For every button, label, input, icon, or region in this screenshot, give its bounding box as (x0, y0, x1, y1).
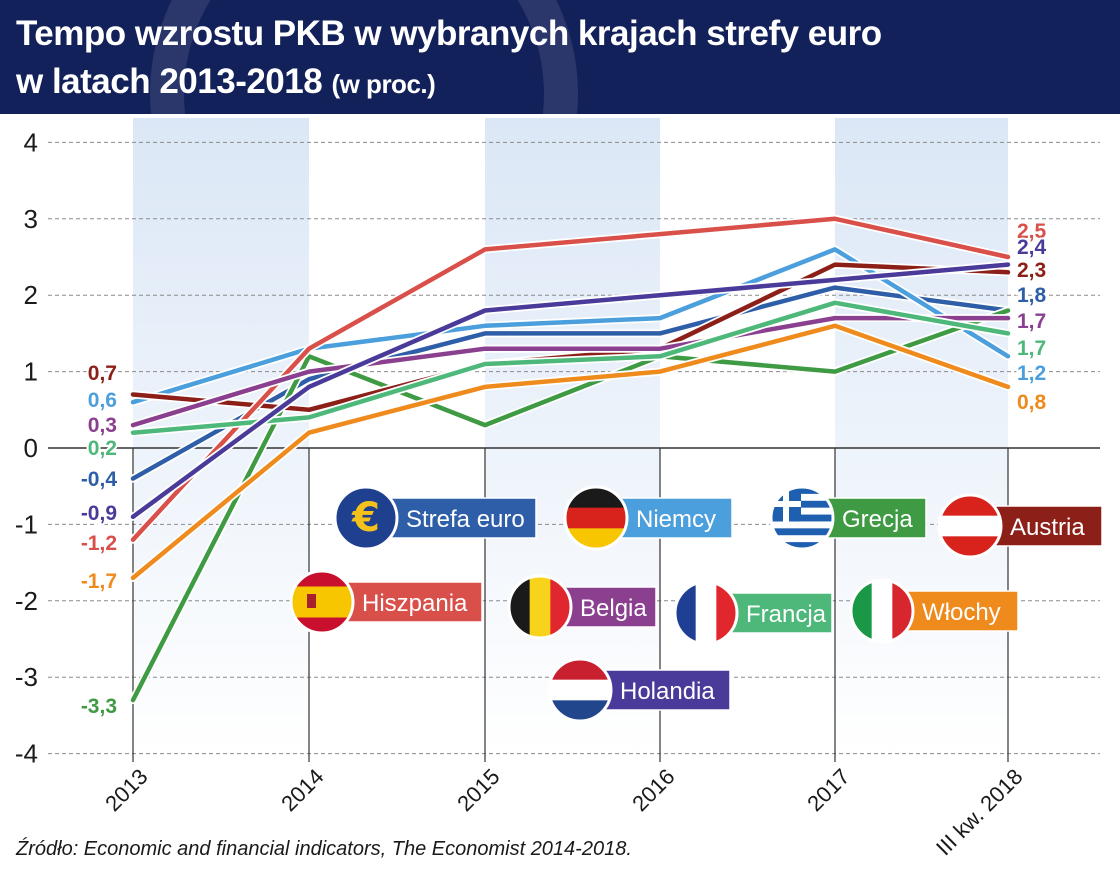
end-value-label: 1,7 (1017, 337, 1046, 360)
series-line-strefa-euro (130, 285, 1011, 481)
y-tick-label: 2 (24, 280, 38, 310)
italy-flag-icon (849, 578, 915, 644)
y-tick-label: 1 (24, 357, 38, 387)
end-value-label: 1,8 (1017, 284, 1047, 307)
legend: Strefa euro € Niemcy Grecja Austria Hiszpania… (289, 485, 1103, 723)
chart-header: Tempo wzrostu PKB w wybranych krajach st… (0, 0, 1120, 114)
column-band (835, 118, 1008, 758)
column-bands (0, 118, 1120, 758)
end-value-label: 2,4 (1017, 236, 1047, 259)
legend-label: Strefa euro (406, 506, 525, 533)
chart-title: Tempo wzrostu PKB w wybranych krajach st… (16, 14, 882, 53)
legend-item-belgia: Belgia (507, 574, 657, 640)
legend-swatch (371, 497, 537, 539)
netherlands-flag-icon (547, 657, 613, 723)
y-tick-label: -2 (15, 586, 38, 616)
svg-text:€: € (351, 495, 380, 541)
start-value-label: 0,2 (88, 437, 117, 460)
chart-title-unit: (w proc.) (331, 69, 436, 99)
start-value-label: -1,2 (81, 532, 117, 555)
legend-label: Francja (746, 601, 827, 628)
legend-item-hiszpania: Hiszpania (289, 569, 483, 635)
column-band (1008, 118, 1120, 758)
start-value-label: -0,4 (81, 468, 118, 491)
y-axis-ticks: 4 3 2 1 0 -1 -2 -3 -4 (15, 127, 38, 768)
legend-label: Holandia (620, 678, 715, 705)
series-line-wlochy (130, 323, 1011, 581)
end-value-label: 0,8 (1017, 391, 1047, 414)
y-tick-label: 3 (24, 204, 38, 234)
column-band (660, 118, 835, 758)
euro-icon: € (333, 485, 399, 551)
end-value-label: 2,5 (1017, 220, 1047, 243)
legend-item-holandia: Holandia (547, 657, 731, 723)
start-value-label: 0,6 (88, 389, 117, 412)
chart-title-line2: w latach 2013-2018 (w proc.) (16, 62, 436, 102)
legend-item-austria: Austria (937, 493, 1103, 559)
column-band (309, 118, 485, 758)
legend-label: Włochy (922, 599, 1001, 626)
legend-item-strefa-euro: Strefa euro € (333, 485, 537, 551)
y-tick-label: 4 (24, 127, 38, 157)
legend-label: Hiszpania (362, 590, 468, 617)
series-line-francja (130, 300, 1011, 435)
legend-item-niemcy: Niemcy (563, 485, 733, 551)
value-labels: -0,4 1,8 0,6 1,2 -3,3 0,7 2,3 -1,2 2,5 0,3 1,7 0,2 1… (79, 218, 1049, 720)
start-value-label: 0,3 (88, 414, 117, 437)
legend-item-francja: Francja (673, 580, 833, 646)
legend-label: Niemcy (636, 506, 716, 533)
y-tick-label: -3 (15, 662, 38, 692)
end-value-label: 2,3 (1017, 259, 1046, 282)
source-note: Źródło: Economic and financial indicator… (16, 838, 632, 860)
start-value-label: -1,7 (81, 570, 117, 593)
spain-flag-icon (289, 569, 355, 635)
column-band (0, 118, 133, 758)
series-lines (129, 214, 1012, 705)
germany-flag-icon (563, 485, 629, 551)
y-tick-label: -4 (15, 739, 38, 769)
legend-label: Grecja (842, 506, 913, 533)
start-value-label: -3,3 (81, 695, 117, 718)
legend-label: Belgia (580, 595, 647, 622)
column-band (133, 118, 309, 758)
france-flag-icon (673, 580, 739, 646)
series-line-grecja (130, 308, 1011, 703)
start-value-label: -0,9 (81, 502, 117, 525)
greece-flag-icon (769, 485, 835, 551)
start-value-label: 0,7 (88, 362, 117, 385)
end-value-label: 1,2 (1017, 362, 1046, 385)
y-tick-label: 0 (24, 433, 38, 463)
y-tick-label: -1 (15, 509, 38, 539)
end-value-label: 1,7 (1017, 310, 1046, 333)
austria-flag-icon (937, 493, 1003, 559)
chart-title-years: w latach 2013-2018 (16, 62, 323, 101)
legend-label: Austria (1010, 514, 1085, 541)
series-line-belgia (130, 315, 1011, 428)
column-band (485, 118, 660, 758)
legend-item-wlochy: Włochy (849, 578, 1019, 644)
series-line-holandia (130, 262, 1011, 520)
legend-item-grecja: Grecja (769, 485, 927, 551)
belgium-flag-icon (507, 574, 573, 640)
